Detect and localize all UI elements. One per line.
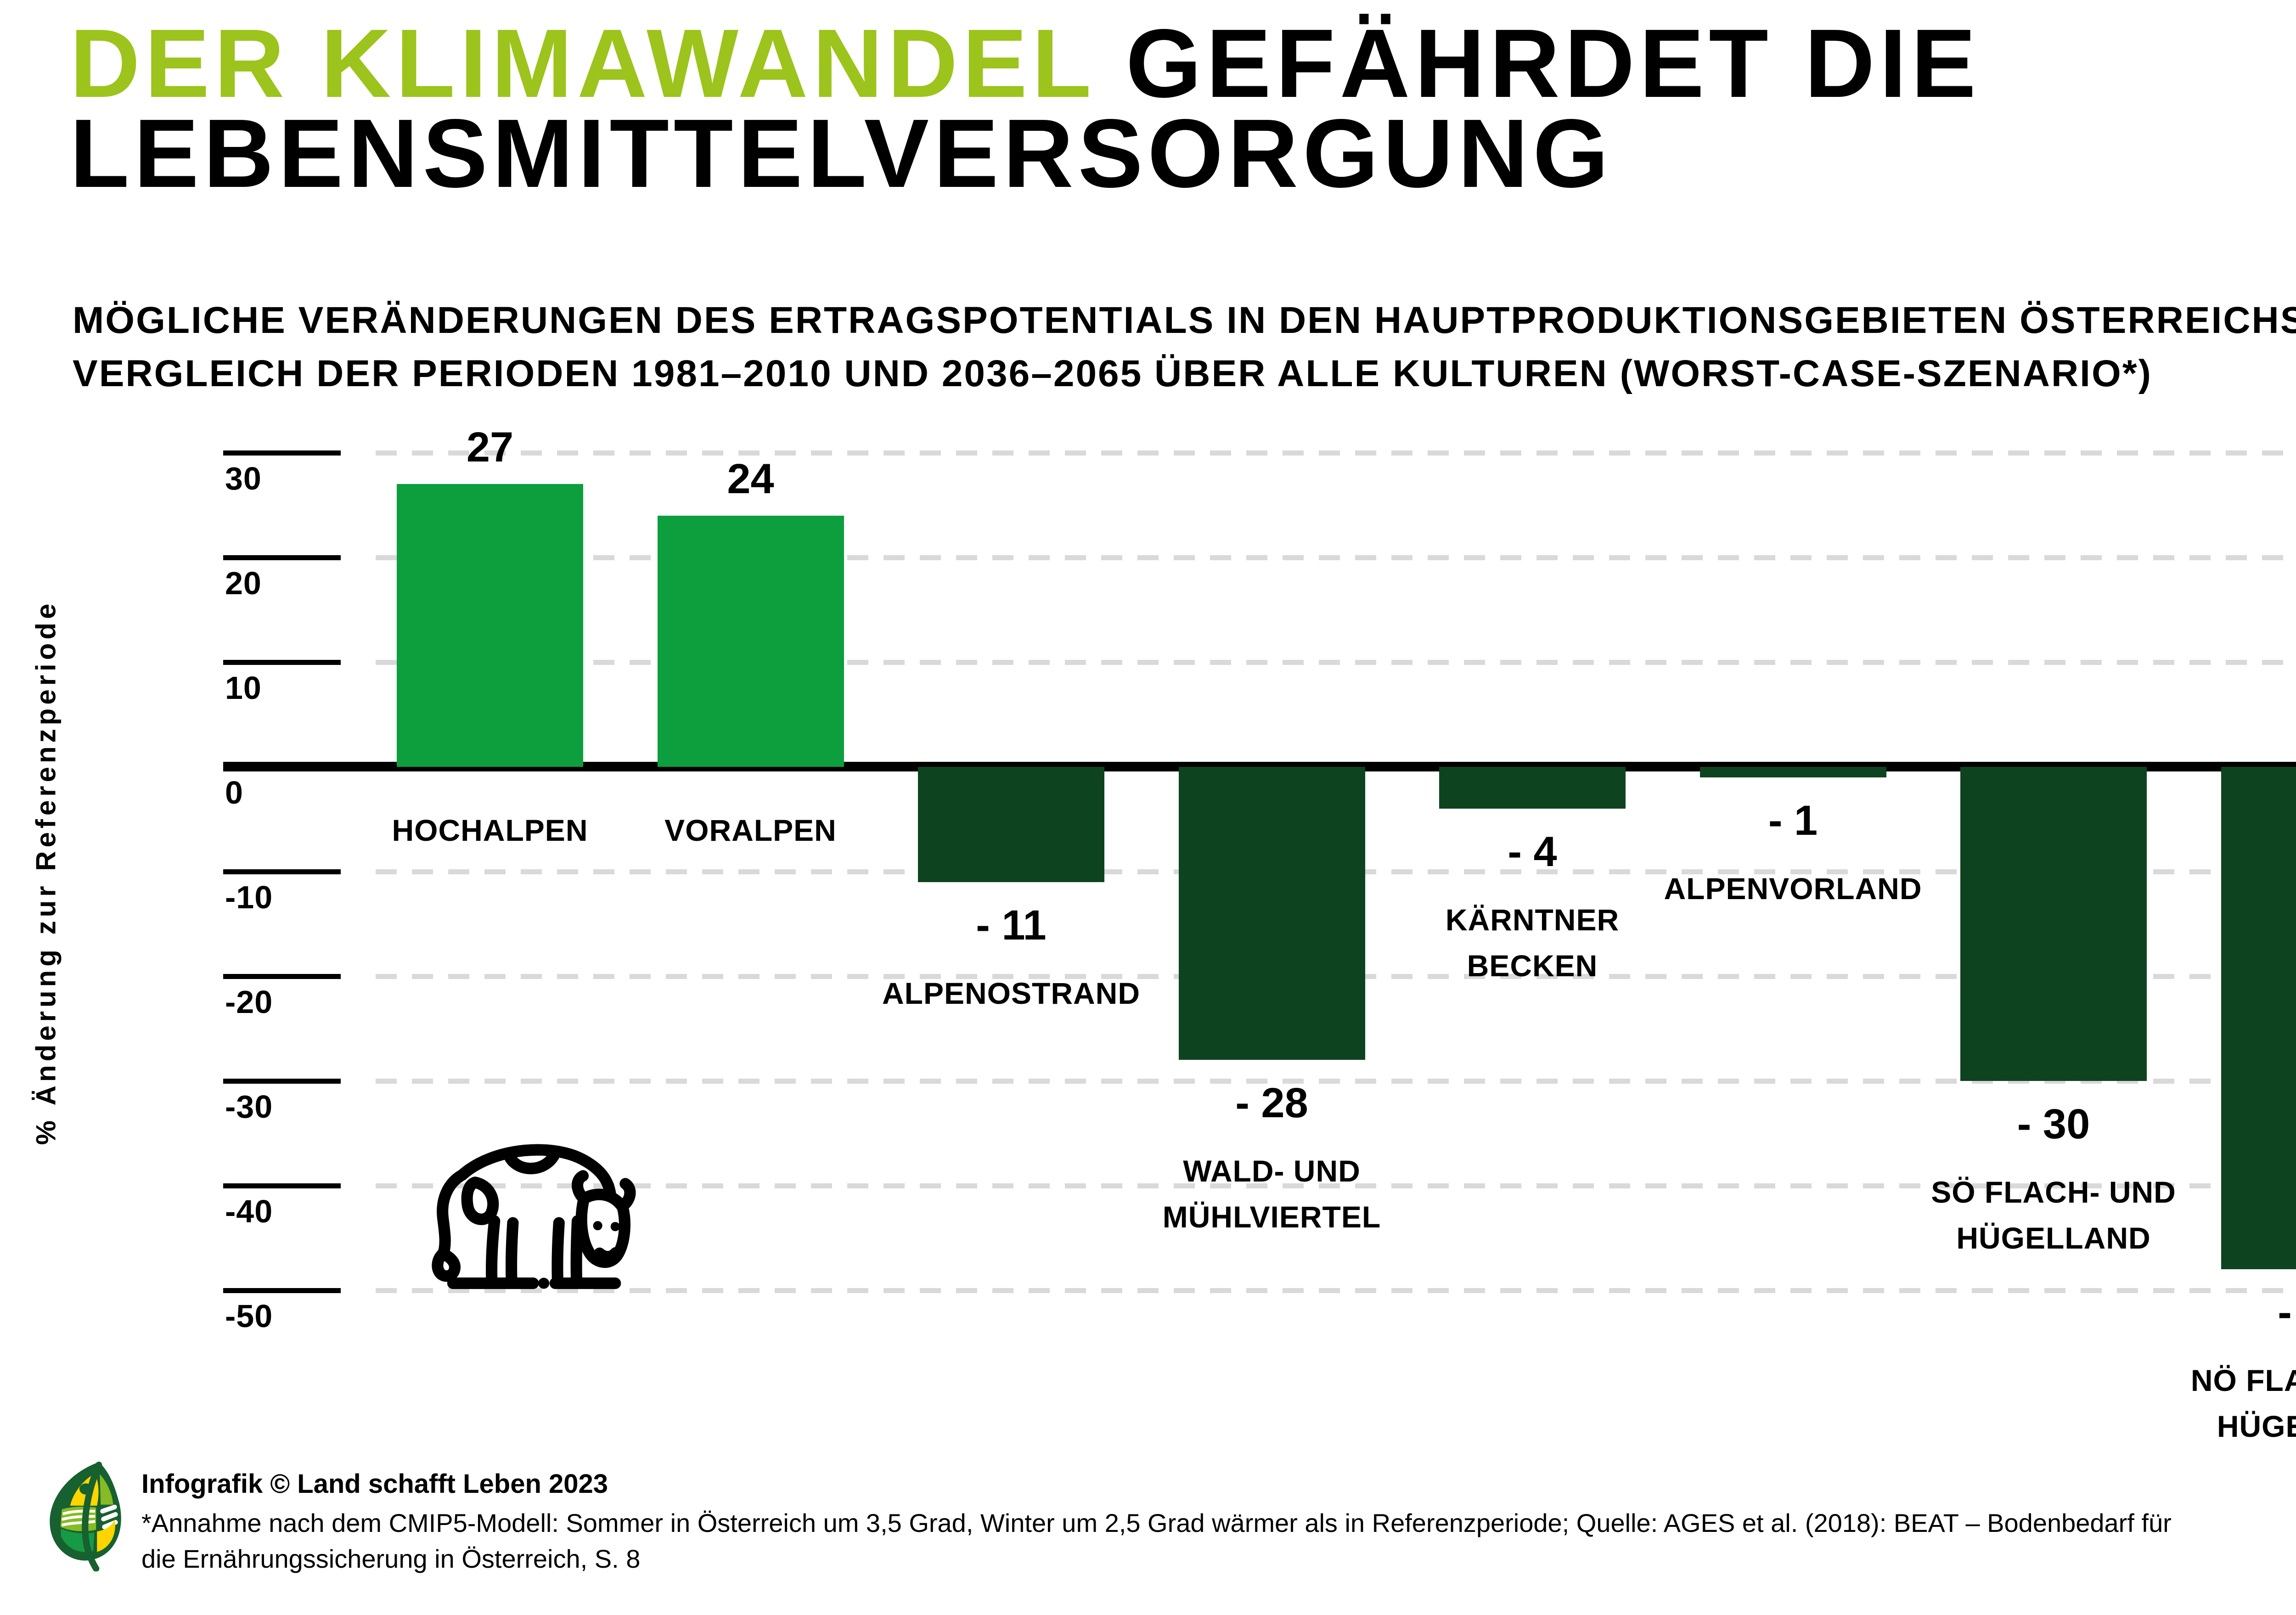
y-axis-tick-label: 30 (225, 461, 262, 496)
y-axis-tick (223, 869, 341, 874)
bar-category-label: NÖ FLACH- UND HÜGELLAND (2140, 1357, 2296, 1449)
bar (1178, 767, 1365, 1060)
y-axis-tick-label: -20 (225, 984, 273, 1020)
bar-category-label: ALPENVORLAND (1619, 866, 1968, 912)
bar-category-label-line: KÄRNTNER (1445, 903, 1620, 937)
bar-category-label: WALD- UND MÜHLVIERTEL (1097, 1148, 1446, 1240)
bar-category-label: SÖ FLACH- UND HÜGELLAND (1879, 1169, 2228, 1261)
bar-category-label-line: SÖ FLACH- UND (1931, 1175, 2176, 1209)
y-axis-tick (223, 1288, 341, 1293)
page-title: DER KLIMAWANDEL GEFÄHRDET DIE LEBENSMITT… (70, 15, 2296, 208)
bar-value-label: 27 (466, 424, 514, 471)
y-axis-tick (223, 555, 341, 560)
bar-category-label: VORALPEN (576, 807, 925, 853)
footer-footnote-line-2: die Ernährungssicherung in Österreich, S… (141, 1544, 641, 1573)
y-axis-tick-label: -10 (225, 879, 273, 915)
y-axis-tick (223, 1183, 341, 1188)
footer-footnote-line-1: *Annahme nach dem CMIP5-Modell: Sommer i… (141, 1508, 2172, 1537)
bar (918, 767, 1104, 882)
subtitle-line-1: MÖGLICHE VERÄNDERUNGEN DES ERTRAGSPOTENT… (73, 299, 2296, 341)
bar-category-label-line: ALPENOSTRAND (882, 976, 1140, 1010)
y-axis-tick-label: 10 (225, 670, 262, 706)
y-axis-tick-label: -40 (225, 1193, 273, 1229)
y-axis-tick-label: -30 (225, 1089, 273, 1125)
bar (1439, 767, 1626, 809)
y-axis-label: % Änderung zur Referenzperiode (30, 600, 62, 1145)
y-axis-tick (223, 660, 341, 665)
bar-category-label-line: NÖ FLACH- UND (2190, 1363, 2296, 1398)
gridline (376, 1183, 2296, 1188)
title-highlight: DER KLIMAWANDEL (70, 9, 1094, 118)
bar-value-label: - 30 (2017, 1101, 2090, 1148)
bar-category-label-line: HOCHALPEN (392, 813, 588, 847)
bar-category-label-line: WALD- UND (1183, 1154, 1361, 1188)
bar-category-label: HOCHALPEN (315, 807, 664, 853)
y-axis-tick-label: -50 (225, 1298, 273, 1334)
subtitle-line-2: VERGLEICH DER PERIODEN 1981–2010 UND 203… (73, 353, 2152, 394)
bar-category-label-line: BECKEN (1467, 949, 1598, 983)
chart-subtitle: MÖGLICHE VERÄNDERUNGEN DES ERTRAGSPOTENT… (73, 294, 2296, 400)
y-axis-tick-label: 0 (225, 775, 243, 810)
bar-value-label: - 48 (2278, 1289, 2296, 1336)
gridline (376, 1079, 2296, 1084)
y-axis-tick (223, 450, 341, 456)
title-line-1: DER KLIMAWANDEL GEFÄHRDET DIE (70, 15, 2296, 112)
bar-category-label: ALPENOSTRAND (837, 970, 1186, 1016)
bar (2221, 767, 2296, 1270)
bar-category-label: KÄRNTNER BECKEN (1358, 897, 1707, 989)
gridline (376, 450, 2296, 456)
bar-category-label-line: VORALPEN (664, 813, 837, 847)
y-axis-tick-label: 20 (225, 565, 262, 601)
bar-value-label: - 28 (1235, 1080, 1308, 1127)
bar-value-label: - 11 (976, 901, 1047, 949)
gridline (376, 1288, 2296, 1293)
bar (1699, 767, 1886, 777)
land-schafft-leben-logo (44, 1460, 123, 1571)
bar-value-label: - 4 (1508, 828, 1557, 876)
bar-category-label-line: HÜGELLAND (2217, 1409, 2296, 1444)
y-axis-tick (223, 974, 341, 979)
gridline (376, 660, 2296, 665)
bar (1960, 767, 2147, 1081)
bar (397, 484, 583, 767)
bar-category-label-line: HÜGELLAND (1956, 1221, 2151, 1255)
title-line-2: LEBENSMITTELVERSORGUNG (70, 99, 1613, 208)
bar-value-label: 24 (727, 455, 774, 502)
bar-category-label-line: ALPENVORLAND (1664, 871, 1922, 906)
title-rest: GEFÄHRDET DIE (1094, 9, 1981, 118)
bar (657, 515, 844, 767)
cow-icon (399, 1131, 643, 1292)
gridline (376, 555, 2296, 560)
bar-category-label-line: MÜHLVIERTEL (1162, 1200, 1381, 1234)
footer-credit: Infografik © Land schafft Leben 2023 (141, 1469, 608, 1499)
y-axis-tick (223, 1079, 341, 1084)
bar-value-label: - 1 (1768, 797, 1818, 844)
